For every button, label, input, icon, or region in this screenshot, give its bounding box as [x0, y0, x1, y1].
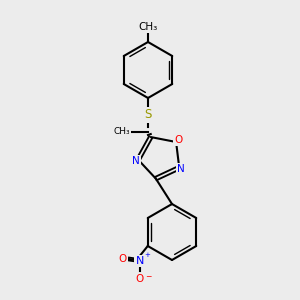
Text: N: N	[136, 256, 144, 266]
Text: CH₃: CH₃	[114, 128, 130, 136]
Text: CH₃: CH₃	[138, 22, 158, 32]
Text: N: N	[177, 164, 185, 174]
Text: O: O	[174, 135, 182, 145]
Text: −: −	[145, 272, 151, 281]
Text: S: S	[144, 109, 152, 122]
Text: O: O	[136, 274, 144, 284]
Text: +: +	[145, 252, 151, 258]
Text: O: O	[118, 254, 127, 264]
Text: N: N	[132, 156, 140, 166]
